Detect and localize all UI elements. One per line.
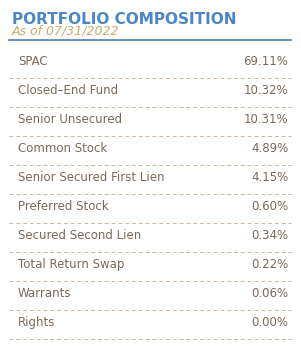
Text: 10.31%: 10.31% bbox=[244, 113, 288, 126]
Text: 0.06%: 0.06% bbox=[251, 287, 288, 300]
Text: Warrants: Warrants bbox=[18, 287, 72, 300]
Text: Senior Secured First Lien: Senior Secured First Lien bbox=[18, 171, 165, 184]
Text: 0.22%: 0.22% bbox=[251, 258, 288, 271]
Text: Secured Second Lien: Secured Second Lien bbox=[18, 229, 141, 242]
Text: PORTFOLIO COMPOSITION: PORTFOLIO COMPOSITION bbox=[12, 12, 237, 27]
Text: Preferred Stock: Preferred Stock bbox=[18, 200, 109, 213]
Text: Closed–End Fund: Closed–End Fund bbox=[18, 84, 118, 97]
Text: SPAC: SPAC bbox=[18, 55, 48, 68]
Text: As of 07/31/2022: As of 07/31/2022 bbox=[12, 25, 119, 38]
Text: Total Return Swap: Total Return Swap bbox=[18, 258, 124, 271]
Text: Rights: Rights bbox=[18, 316, 55, 329]
Text: 4.89%: 4.89% bbox=[251, 142, 288, 155]
Text: Common Stock: Common Stock bbox=[18, 142, 107, 155]
Text: 10.32%: 10.32% bbox=[244, 84, 288, 97]
Text: 0.34%: 0.34% bbox=[251, 229, 288, 242]
Text: 0.60%: 0.60% bbox=[251, 200, 288, 213]
Text: Senior Unsecured: Senior Unsecured bbox=[18, 113, 122, 126]
Text: 69.11%: 69.11% bbox=[244, 55, 288, 68]
Text: 0.00%: 0.00% bbox=[251, 316, 288, 329]
Text: 4.15%: 4.15% bbox=[251, 171, 288, 184]
